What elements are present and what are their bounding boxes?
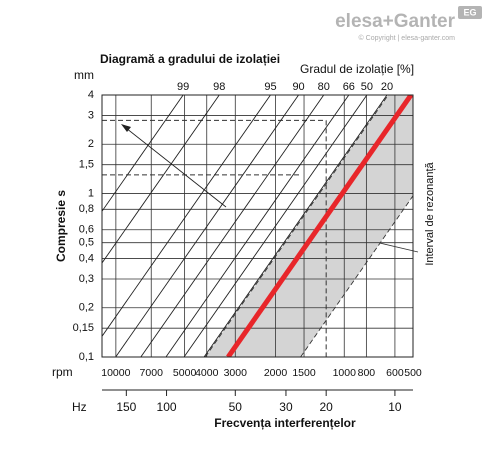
badge: EG — [463, 7, 476, 17]
y-tick-label: 0,1 — [79, 351, 94, 363]
arrow — [125, 127, 227, 208]
isolation-line — [102, 95, 220, 264]
x-unit: rpm — [52, 365, 73, 379]
isolation-line — [102, 95, 184, 213]
band-edge — [204, 95, 389, 357]
isolation-line — [165, 95, 350, 357]
plot-border — [101, 94, 414, 358]
x2-tick-label: 20 — [319, 400, 333, 414]
x-tick-label: 5000 — [173, 367, 197, 379]
plot-area — [102, 95, 413, 357]
series-label: 99 — [177, 81, 189, 93]
y-tick-label: 0,6 — [79, 224, 94, 236]
logo: elesa+Ganter — [335, 11, 455, 32]
band-label: Interval de rezonanță — [424, 161, 436, 265]
x-tick-label: 7000 — [140, 367, 164, 379]
series-label: 50 — [361, 81, 373, 93]
isolation-line — [140, 95, 325, 357]
x2-tick-label: 100 — [157, 400, 177, 414]
y-tick-label: 2 — [88, 138, 94, 150]
y-tick-label: 1,5 — [79, 159, 94, 171]
series-label: 80 — [318, 81, 330, 93]
y-tick-label: 0,3 — [79, 273, 94, 285]
resonance-band — [205, 95, 413, 357]
x-tick-label: 600 — [386, 367, 404, 379]
badge-box — [458, 6, 482, 19]
x2-tick-label: 30 — [279, 400, 293, 414]
copyright: © Copyright | elesa-ganter.com — [359, 34, 456, 42]
y-tick-label: 0,2 — [79, 302, 94, 314]
isolation-line — [115, 95, 299, 357]
isolation-line — [102, 95, 271, 338]
x-tick-label: 800 — [358, 367, 376, 379]
isolation-line — [203, 95, 388, 357]
y-tick-label: 3 — [88, 109, 94, 121]
series-label: 98 — [213, 81, 225, 93]
x2-tick-label: 50 — [229, 400, 243, 414]
series-label: 66 — [343, 81, 355, 93]
isolation-line — [183, 95, 368, 357]
resonance-line — [226, 95, 413, 357]
x2-unit: Hz — [72, 400, 87, 414]
x-tick-label: 4000 — [195, 367, 219, 379]
series-label: 20 — [381, 81, 393, 93]
y-tick-label: 0,8 — [79, 203, 94, 215]
x-tick-label: 1500 — [292, 367, 316, 379]
y-axis-label: Compresie s — [54, 190, 68, 262]
x2-tick-label: 10 — [388, 400, 402, 414]
series-label: Gradul de izolație [%] — [300, 62, 414, 76]
x-tick-label: 1000 — [333, 367, 357, 379]
x-tick-label: 10000 — [101, 367, 130, 379]
x-tick-label: 3000 — [224, 367, 248, 379]
y-tick-label: 1 — [88, 187, 94, 199]
chart-title: Diagramă a gradului de izolației — [100, 52, 280, 66]
y-unit: mm — [74, 68, 94, 82]
arrow-head — [121, 124, 131, 132]
y-tick-label: 0,15 — [73, 322, 94, 334]
y-tick-label: 4 — [88, 89, 94, 101]
x-tick-label: 2000 — [264, 367, 288, 379]
y-tick-label: 0,4 — [79, 252, 94, 264]
x-axis-label: Frecvența interferențelor — [214, 416, 356, 430]
series-label: 90 — [292, 81, 304, 93]
y-tick-label: 0,5 — [79, 237, 94, 249]
x2-tick-label: 150 — [116, 400, 136, 414]
series-label: 95 — [264, 81, 276, 93]
x-tick-label: 500 — [404, 367, 422, 379]
